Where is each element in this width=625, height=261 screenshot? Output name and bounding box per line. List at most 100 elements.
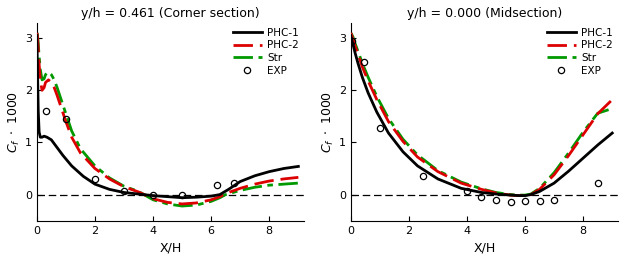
PHC-2 <box>565 154 572 157</box>
PHC-1 <box>551 182 558 185</box>
Str <box>594 112 601 115</box>
PHC-1 <box>507 193 514 197</box>
PHC-1 <box>594 144 601 147</box>
PHC-1 <box>527 193 534 196</box>
PHC-1 <box>164 195 171 198</box>
Str <box>348 32 356 35</box>
PHC-1 <box>399 150 407 153</box>
PHC-1 <box>458 187 465 190</box>
Str <box>38 78 46 81</box>
PHC-2 <box>42 81 49 84</box>
Str <box>36 68 44 71</box>
PHC-2 <box>149 197 157 200</box>
PHC-1 <box>348 38 356 41</box>
PHC-1 <box>236 180 244 183</box>
PHC-2 <box>178 202 186 205</box>
Str <box>551 171 558 174</box>
Str <box>280 183 288 186</box>
Title: y/h = 0.461 (Corner section): y/h = 0.461 (Corner section) <box>81 7 260 20</box>
PHC-2 <box>34 47 42 50</box>
X-axis label: X/H: X/H <box>159 241 182 254</box>
Str <box>478 187 485 190</box>
PHC-2 <box>359 65 366 68</box>
Legend: PHC-1, PHC-2, Str, EXP: PHC-1, PHC-2, Str, EXP <box>544 26 615 78</box>
Str <box>364 76 372 79</box>
PHC-1 <box>68 164 76 168</box>
PHC-2 <box>53 94 61 97</box>
Line: Str: Str <box>351 33 612 195</box>
Str <box>216 196 224 199</box>
Str <box>399 138 407 141</box>
Str <box>354 50 362 53</box>
Str <box>91 164 99 168</box>
PHC-1 <box>43 136 51 139</box>
Str <box>385 117 392 120</box>
Str <box>44 70 52 74</box>
EXP <box>536 199 543 202</box>
Str <box>48 73 55 76</box>
Title: y/h = 0.000 (Midsection): y/h = 0.000 (Midsection) <box>407 7 562 20</box>
PHC-2 <box>135 190 142 193</box>
PHC-2 <box>41 86 48 89</box>
Str <box>51 78 58 81</box>
PHC-1 <box>492 192 500 195</box>
Str <box>68 129 76 133</box>
PHC-2 <box>106 177 113 181</box>
PHC-2 <box>164 201 171 204</box>
Str <box>516 193 523 197</box>
EXP <box>376 126 384 129</box>
PHC-2 <box>120 185 127 188</box>
Line: PHC-2: PHC-2 <box>37 33 298 204</box>
PHC-2 <box>222 192 229 195</box>
PHC-1 <box>36 136 44 139</box>
Str <box>565 151 572 155</box>
Y-axis label: $C_f\ \cdot\ 1000$: $C_f\ \cdot\ 1000$ <box>321 91 336 153</box>
Str <box>359 62 366 65</box>
PHC-1 <box>579 157 587 160</box>
PHC-1 <box>349 43 357 46</box>
PHC-2 <box>492 191 500 194</box>
PHC-2 <box>414 156 421 159</box>
Str <box>434 169 442 172</box>
Str <box>34 42 42 45</box>
EXP <box>419 175 427 178</box>
PHC-2 <box>458 182 465 185</box>
EXP <box>492 198 500 201</box>
PHC-1 <box>36 130 43 134</box>
Str <box>41 77 48 80</box>
PHC-2 <box>527 193 534 196</box>
PHC-2 <box>478 188 485 191</box>
Str <box>33 31 41 34</box>
EXP <box>120 190 127 193</box>
PHC-1 <box>364 91 372 94</box>
PHC-2 <box>77 151 84 155</box>
EXP <box>149 193 157 196</box>
PHC-2 <box>266 180 273 183</box>
PHC-1 <box>79 175 87 178</box>
PHC-2 <box>294 176 302 179</box>
PHC-2 <box>193 201 201 204</box>
Str <box>62 112 69 115</box>
PHC-2 <box>536 188 543 191</box>
Str <box>492 191 500 194</box>
Str <box>34 32 41 35</box>
PHC-2 <box>434 170 442 173</box>
PHC-2 <box>507 193 514 197</box>
PHC-1 <box>53 146 61 149</box>
EXP <box>507 200 514 203</box>
PHC-2 <box>364 79 372 82</box>
Str <box>347 31 354 34</box>
PHC-1 <box>359 76 366 79</box>
PHC-2 <box>33 31 41 34</box>
Str <box>178 204 186 207</box>
Str <box>373 95 381 98</box>
PHC-1 <box>251 174 259 177</box>
PHC-1 <box>609 132 616 135</box>
Str <box>193 203 201 206</box>
EXP <box>348 39 356 42</box>
EXP <box>594 182 601 185</box>
PHC-1 <box>178 196 186 199</box>
PHC-1 <box>521 194 529 197</box>
Str <box>527 192 534 195</box>
PHC-2 <box>36 78 44 81</box>
